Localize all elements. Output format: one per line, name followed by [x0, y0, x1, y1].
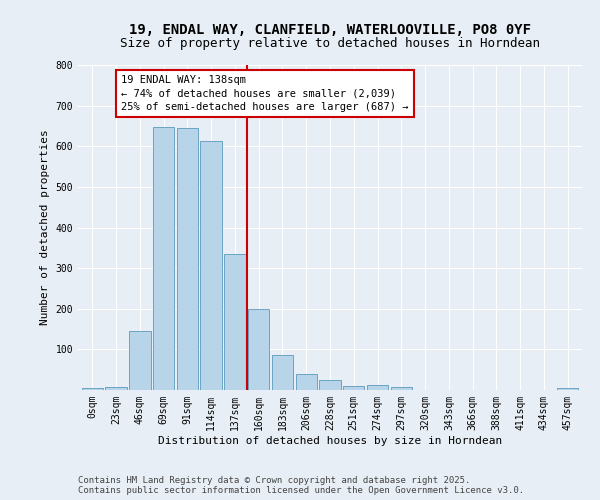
Bar [82, 388, 103, 390]
Text: 19 ENDAL WAY: 138sqm
← 74% of detached houses are smaller (2,039)
25% of semi-de: 19 ENDAL WAY: 138sqm ← 74% of detached h… [121, 75, 408, 112]
Text: Contains HM Land Registry data © Crown copyright and database right 2025.
Contai: Contains HM Land Registry data © Crown c… [78, 476, 524, 495]
Y-axis label: Number of detached properties: Number of detached properties [40, 130, 50, 326]
Bar [272, 356, 293, 390]
Title: 19, ENDAL WAY, CLANFIELD, WATERLOOVILLE, PO8 0YF
Size of property relative to de: 19, ENDAL WAY, CLANFIELD, WATERLOOVILLE,… [0, 499, 1, 500]
Text: Size of property relative to detached houses in Horndean: Size of property relative to detached ho… [120, 38, 540, 51]
Bar [200, 142, 222, 390]
Bar [557, 388, 578, 390]
Bar [391, 387, 412, 390]
X-axis label: Distribution of detached houses by size in Horndean: Distribution of detached houses by size … [158, 436, 502, 446]
Bar [319, 380, 341, 390]
Bar [248, 308, 269, 390]
Bar [343, 386, 364, 390]
Bar [106, 387, 127, 390]
Bar [296, 374, 317, 390]
Bar [367, 385, 388, 390]
Bar [129, 331, 151, 390]
Bar [224, 254, 245, 390]
Text: 19, ENDAL WAY, CLANFIELD, WATERLOOVILLE, PO8 0YF: 19, ENDAL WAY, CLANFIELD, WATERLOOVILLE,… [129, 22, 531, 36]
Bar [153, 126, 174, 390]
Bar [176, 128, 198, 390]
